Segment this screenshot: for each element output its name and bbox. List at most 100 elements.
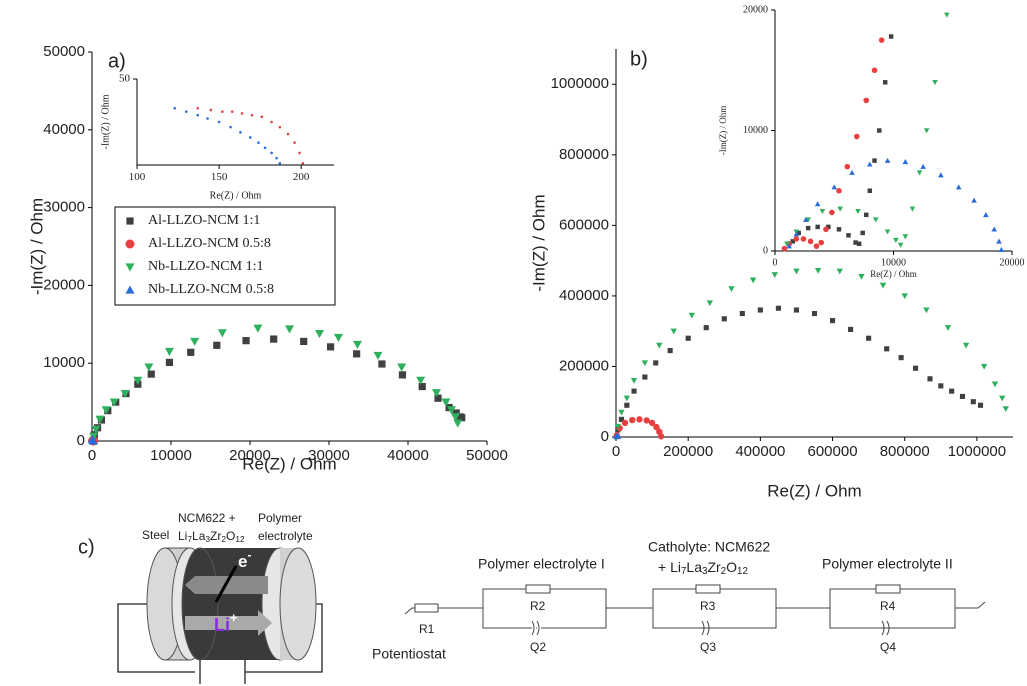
- point: [971, 197, 977, 203]
- point: [814, 267, 822, 274]
- legend-label: Nb-LLZO-NCM 1:1: [148, 259, 264, 274]
- point: [91, 425, 101, 434]
- point: [836, 227, 842, 232]
- point: [263, 146, 267, 150]
- series: [89, 324, 463, 441]
- point: [397, 363, 407, 372]
- circuit-label: Polymer electrolyte II: [822, 556, 953, 572]
- point: [229, 125, 232, 129]
- point: [434, 394, 442, 402]
- point: [1002, 406, 1009, 412]
- point: [739, 310, 745, 317]
- point: [196, 106, 200, 110]
- point: [860, 230, 865, 236]
- point: [450, 413, 460, 422]
- panel-label: a): [108, 50, 126, 72]
- chart: 0 10000 20000 0 10000 20000 Re(Z) / Ohm -Im(Z) …: [718, 4, 1024, 279]
- x-axis-label: Re(Z) / Ohm: [210, 190, 262, 201]
- point: [418, 382, 426, 391]
- point: [260, 115, 264, 119]
- point: [901, 293, 908, 300]
- point: [242, 337, 250, 345]
- point: [897, 242, 904, 248]
- formula-part: Li: [178, 529, 187, 543]
- element-label: R2: [530, 599, 546, 613]
- point: [844, 163, 851, 170]
- point: [938, 383, 944, 389]
- steel-face: [279, 547, 317, 661]
- x-tick-label: 1000000: [948, 443, 1006, 460]
- point: [275, 156, 278, 160]
- series: [196, 106, 305, 165]
- point: [879, 282, 887, 289]
- point: [630, 378, 638, 384]
- element-label: Q2: [530, 640, 546, 654]
- formula-part: 7: [681, 566, 686, 577]
- point: [819, 208, 826, 215]
- point: [165, 358, 174, 367]
- point: [398, 371, 407, 379]
- point: [109, 398, 119, 407]
- formula-part: 12: [235, 534, 245, 544]
- point: [781, 245, 788, 252]
- point: [793, 236, 800, 242]
- x-tick-label: 150: [211, 171, 228, 183]
- point: [614, 433, 622, 439]
- point: [230, 110, 234, 113]
- point: [721, 316, 727, 322]
- formula-part: 12: [737, 566, 748, 577]
- point: [977, 402, 984, 408]
- y-tick-label: 400000: [559, 287, 609, 304]
- point: [983, 212, 989, 218]
- y-tick-label: 20000: [43, 276, 85, 293]
- point: [173, 106, 177, 110]
- point: [653, 423, 660, 431]
- point: [670, 328, 677, 335]
- point: [293, 141, 296, 144]
- point: [790, 239, 796, 244]
- formula-part: 7: [187, 534, 192, 544]
- point: [378, 360, 386, 368]
- point: [217, 329, 227, 338]
- point: [184, 110, 188, 113]
- point: [657, 433, 665, 440]
- point: [853, 240, 858, 245]
- legend-label: Al-LLZO-NCM 1:1: [148, 213, 260, 228]
- point: [893, 237, 899, 243]
- electron-slash: [214, 565, 238, 603]
- point: [206, 117, 209, 120]
- point: [856, 241, 862, 247]
- point: [807, 238, 814, 245]
- point: [286, 132, 290, 136]
- y-tick-label: 40000: [43, 121, 85, 138]
- cathode-face: [181, 547, 219, 661]
- point: [614, 423, 622, 430]
- x-tick-label: 0: [88, 447, 96, 464]
- point: [278, 161, 282, 165]
- y-tick-label: 600000: [559, 216, 609, 233]
- x-tick-label: 200000: [663, 443, 713, 460]
- point: [101, 406, 111, 415]
- point: [209, 108, 213, 112]
- point: [855, 208, 861, 215]
- y-axis-label: -Im(Z) / Ohm: [718, 106, 728, 156]
- point: [298, 151, 301, 155]
- legend-label: Al-LLZO-NCM 0.5:8: [148, 236, 271, 251]
- point: [248, 136, 252, 139]
- x-tick-label: 10000: [150, 447, 192, 464]
- point: [352, 340, 362, 350]
- formula-part: 3: [702, 566, 708, 577]
- point: [878, 37, 885, 43]
- point: [285, 325, 294, 334]
- legend-swatch: [125, 239, 135, 249]
- legend-swatch: [125, 285, 135, 294]
- point: [643, 417, 650, 424]
- point: [621, 419, 629, 427]
- formula-part: + Li: [658, 559, 681, 575]
- point: [629, 416, 636, 424]
- point: [909, 206, 916, 212]
- point: [836, 187, 842, 194]
- point: [872, 158, 877, 163]
- point: [164, 347, 174, 357]
- point: [703, 325, 709, 331]
